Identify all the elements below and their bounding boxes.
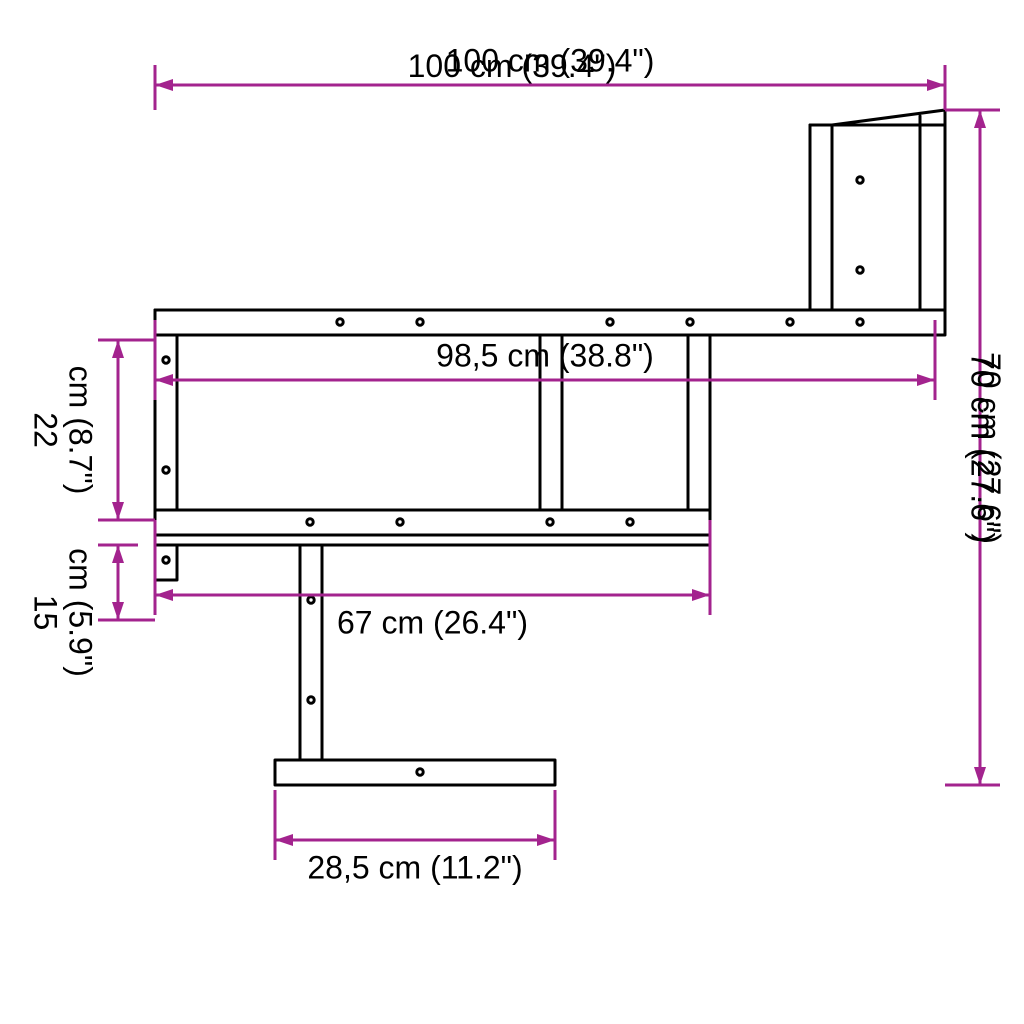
svg-text:100 cm (39.4"): 100 cm (39.4") <box>446 42 655 78</box>
svg-text:70 cm (27.6"): 70 cm (27.6") <box>965 352 1001 543</box>
svg-text:cm (5.9"): cm (5.9") <box>63 548 99 677</box>
svg-text:cm (8.7"): cm (8.7") <box>63 366 99 495</box>
svg-text:15: 15 <box>28 595 64 631</box>
svg-text:28,5 cm (11.2"): 28,5 cm (11.2") <box>307 849 522 885</box>
svg-text:22: 22 <box>28 412 64 448</box>
svg-text:67 cm (26.4"): 67 cm (26.4") <box>337 604 528 640</box>
svg-text:98,5 cm (38.8"): 98,5 cm (38.8") <box>436 337 654 373</box>
